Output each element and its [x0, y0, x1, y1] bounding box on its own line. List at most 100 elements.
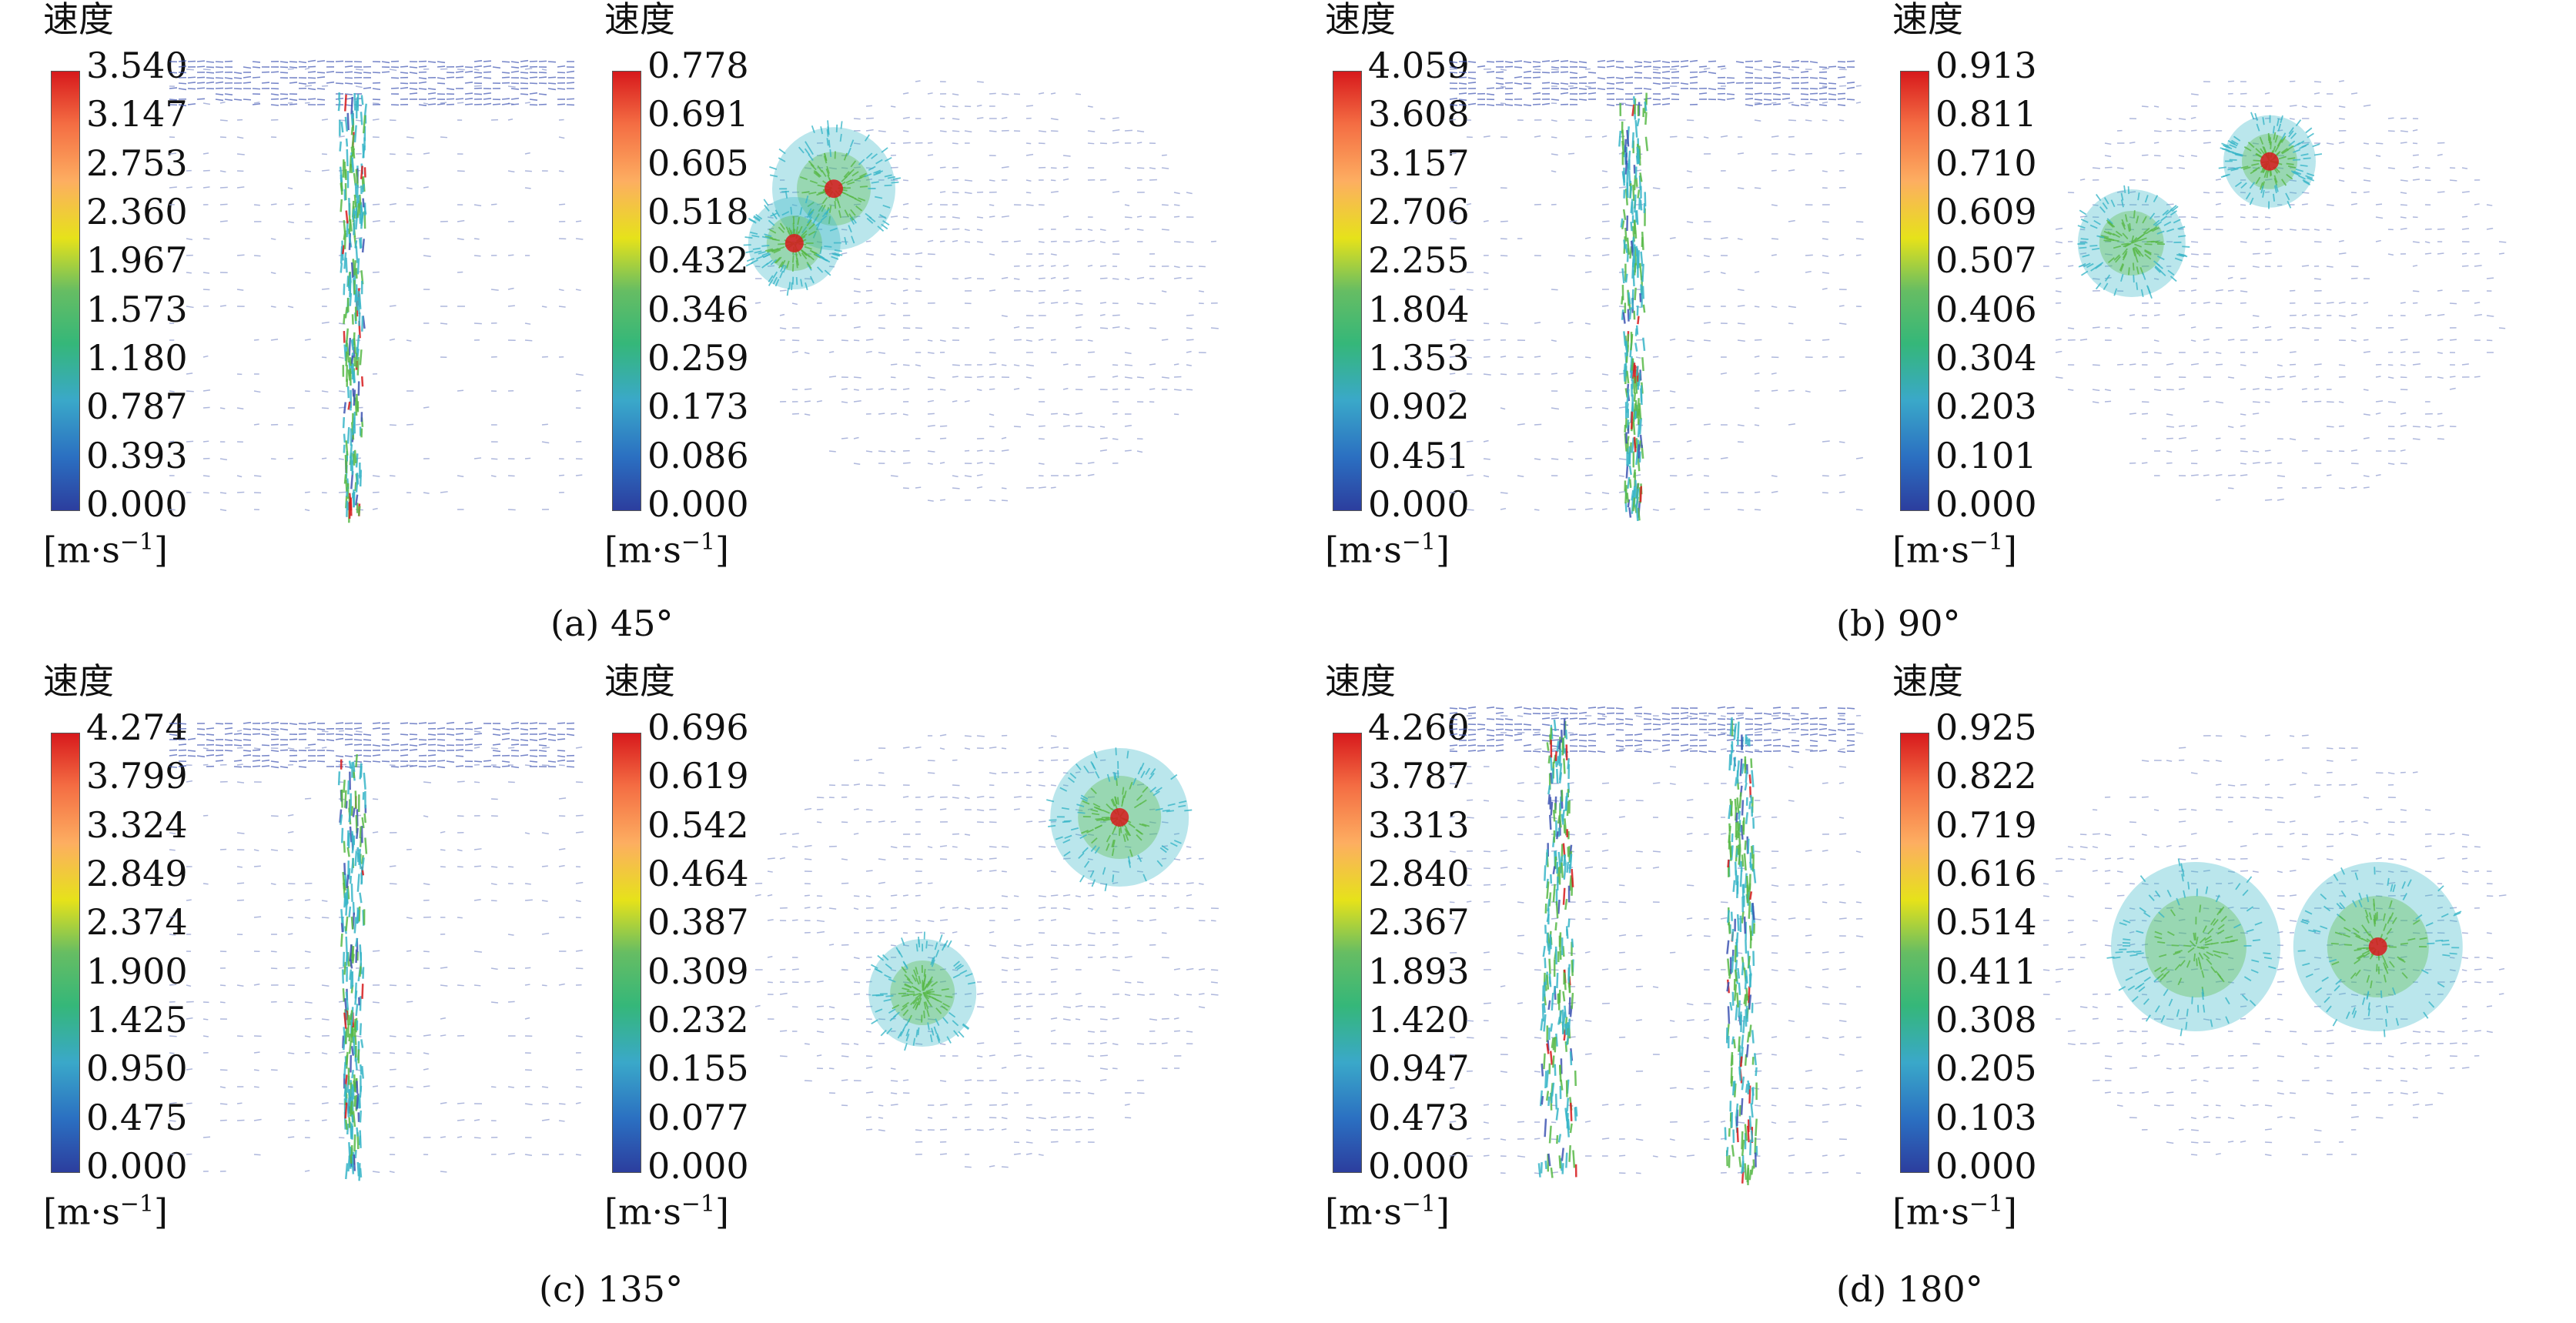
vector-arrow	[841, 175, 848, 182]
vector-arrow	[338, 356, 344, 359]
vector-arrow	[841, 229, 848, 231]
vector-arrow	[964, 907, 971, 910]
vector-arrow	[1560, 60, 1569, 62]
vector-arrow	[406, 187, 413, 190]
vector-arrow	[524, 68, 533, 70]
vector-arrow	[2281, 149, 2289, 155]
vector-arrow	[841, 401, 848, 403]
vector-arrow	[927, 399, 935, 403]
vector-arrow	[423, 152, 430, 155]
vector-arrow	[923, 1001, 927, 1010]
vector-arrow	[1828, 93, 1837, 96]
vector-arrow	[828, 167, 837, 170]
vector-arrow	[2338, 252, 2347, 255]
vector-arrow	[2144, 249, 2152, 255]
vector-arrow	[2288, 130, 2294, 138]
vector-arrow	[1584, 135, 1592, 138]
vector-arrow	[2338, 179, 2345, 182]
vector-arrow	[2486, 277, 2494, 279]
vector-arrow	[253, 1051, 260, 1054]
vector-arrow	[1170, 773, 1178, 780]
vector-arrow	[457, 389, 464, 392]
vector-arrow	[186, 1017, 193, 1020]
vector-arrow	[902, 987, 910, 991]
vector-arrow	[2301, 229, 2310, 231]
vector-arrow	[427, 743, 437, 746]
vector-arrow	[1635, 503, 1639, 522]
vector-arrow	[782, 265, 787, 273]
vector-arrow	[2079, 246, 2087, 249]
vector-arrow	[1641, 231, 1644, 250]
vector-arrow	[1601, 220, 1610, 222]
vector-arrow	[865, 339, 874, 341]
vector-arrow	[343, 444, 346, 453]
vector-arrow	[804, 907, 811, 909]
vector-arrow	[1086, 828, 1094, 834]
vector-arrow	[321, 169, 330, 172]
vector-arrow	[917, 994, 923, 1001]
vector-arrow	[343, 780, 346, 793]
vector-arrow	[2240, 364, 2246, 366]
vector-arrow	[344, 755, 353, 757]
vector-arrow	[389, 153, 396, 155]
vector-arrow	[878, 314, 885, 316]
vector-arrow	[1569, 82, 1578, 85]
tick-label: 2.753	[86, 142, 188, 184]
vector-arrow	[2363, 104, 2371, 107]
vector-arrow	[751, 235, 760, 238]
vector-arrow	[1048, 824, 1056, 827]
vector-arrow	[931, 997, 939, 1002]
vector-arrow	[298, 82, 307, 85]
vector-arrow	[321, 747, 327, 749]
vector-arrow	[1087, 894, 1095, 897]
vector-arrow	[1637, 409, 1641, 425]
vector-arrow	[817, 184, 825, 188]
vector-arrow	[807, 202, 815, 208]
vector-arrow	[2089, 224, 2098, 229]
vector-arrow	[1082, 800, 1090, 805]
vector-arrow	[372, 203, 380, 205]
vector-arrow	[348, 1041, 353, 1054]
tick-label: 0.950	[86, 1047, 188, 1090]
vector-arrow	[1477, 65, 1486, 68]
vector-arrow	[440, 967, 448, 969]
vector-arrow	[2081, 270, 2089, 276]
vector-arrow	[541, 865, 548, 867]
vector-arrow	[1186, 857, 1192, 860]
vector-arrow	[1514, 66, 1523, 68]
vector-arrow	[541, 984, 547, 987]
vector-arrow	[1517, 423, 1525, 426]
vector-arrow	[885, 994, 894, 997]
vector-arrow	[1025, 771, 1032, 773]
vector-arrow	[2297, 140, 2305, 146]
vector-arrow	[766, 249, 774, 253]
vector-arrow	[270, 272, 276, 275]
vector-arrow	[520, 82, 529, 85]
vector-arrow	[2160, 215, 2168, 222]
vector-arrow	[2092, 364, 2100, 366]
vector-arrow	[952, 969, 958, 971]
vector-arrow	[464, 728, 473, 730]
vector-arrow	[816, 906, 822, 909]
vector-arrow	[828, 944, 835, 946]
vector-arrow	[219, 1119, 227, 1121]
tick-label: 1.967	[86, 239, 188, 282]
vector-arrow	[2121, 242, 2129, 246]
vector-arrow	[1013, 944, 1022, 947]
vector-arrow	[1637, 189, 1641, 199]
vector-arrow	[1636, 118, 1641, 127]
vector-arrow	[813, 172, 821, 179]
vector-arrow	[400, 65, 409, 68]
vector-arrow	[186, 68, 194, 71]
vector-arrow	[1062, 907, 1071, 910]
vector-arrow	[406, 1001, 413, 1003]
vector-arrow	[1569, 86, 1578, 89]
vector-arrow	[353, 1134, 356, 1152]
vector-arrow	[437, 65, 446, 68]
vector-arrow	[826, 165, 830, 174]
vector-arrow	[1633, 262, 1637, 276]
vector-arrow	[1173, 376, 1182, 378]
vector-arrow	[483, 60, 492, 62]
vector-arrow	[902, 202, 909, 205]
vector-arrow	[1173, 192, 1180, 195]
